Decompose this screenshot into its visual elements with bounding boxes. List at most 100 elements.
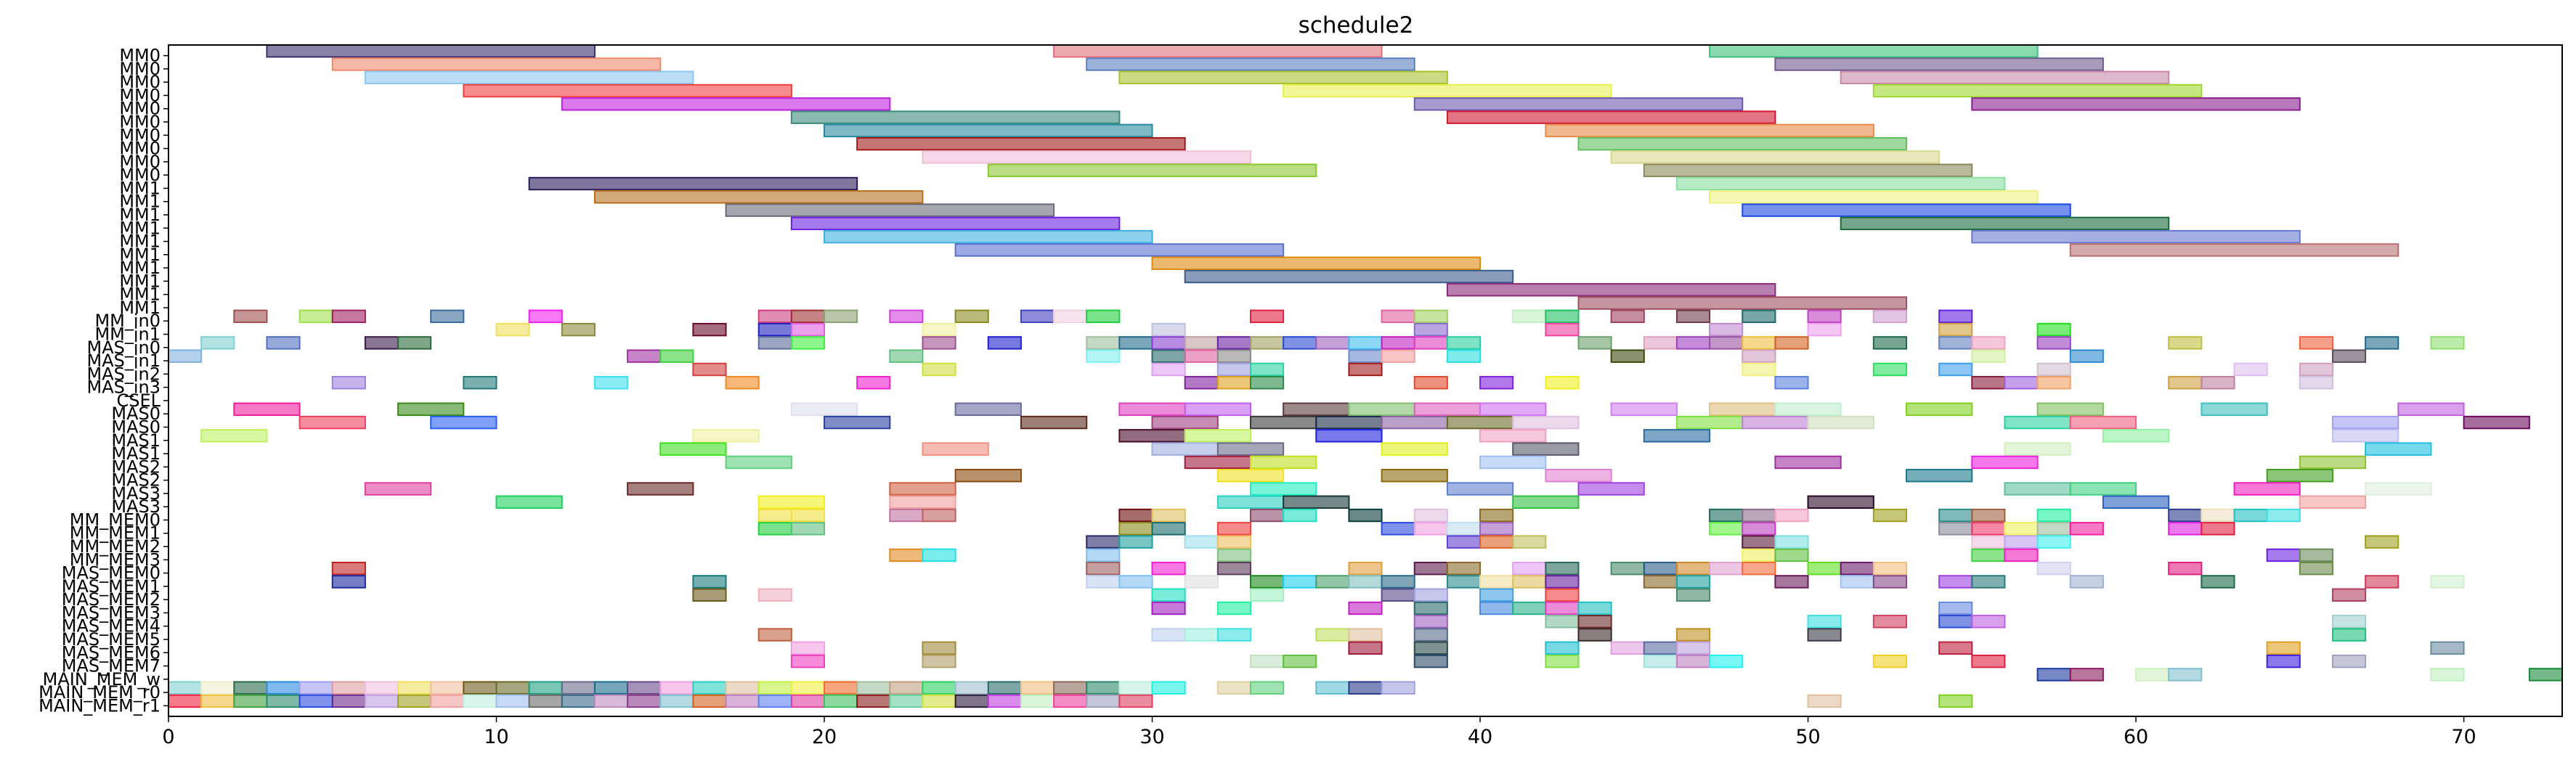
schedule-bar (889, 349, 924, 363)
schedule-bar (1249, 681, 1285, 695)
schedule-bar (1118, 535, 1153, 549)
schedule-bar (2201, 522, 2235, 536)
y-tick-label: MAS0 (111, 404, 161, 424)
y-tick-label: MM_in1 (94, 324, 161, 345)
schedule-bar (1086, 309, 1121, 324)
schedule-bar (200, 694, 235, 708)
schedule-bar (1216, 681, 1251, 695)
schedule-bar (1742, 309, 1776, 324)
schedule-bar (1709, 402, 1776, 417)
schedule-bar (397, 681, 432, 695)
schedule-bar (495, 495, 563, 509)
schedule-bar (1840, 575, 1874, 589)
schedule-bar (856, 136, 1186, 151)
schedule-bar (725, 455, 792, 470)
schedule-bar (2036, 336, 2071, 350)
schedule-bar (1216, 362, 1251, 377)
y-tick-label: MM0 (119, 46, 161, 66)
schedule-bar (1348, 508, 1383, 523)
schedule-bar (1086, 575, 1121, 589)
schedule-bar (1774, 455, 1842, 470)
schedule-bar (1283, 575, 1317, 589)
schedule-bar (1709, 44, 2039, 58)
schedule-bar (1643, 654, 1678, 668)
schedule-bar (1348, 641, 1383, 655)
schedule-bar (2004, 548, 2039, 562)
schedule-bar (1643, 561, 1678, 576)
schedule-bar (1413, 615, 1448, 629)
schedule-bar (1151, 322, 1186, 337)
schedule-bar (1610, 641, 1645, 655)
schedule-bar (856, 376, 891, 390)
schedule-bar (1840, 216, 2170, 231)
schedule-bar (1184, 336, 1219, 350)
schedule-bar (1807, 322, 1842, 337)
schedule-bar (856, 681, 891, 695)
schedule-bar (790, 309, 826, 324)
schedule-bar (1807, 561, 1842, 576)
schedule-bar (1381, 681, 1415, 695)
schedule-bar (1053, 681, 1088, 695)
schedule-bar (954, 681, 989, 695)
x-tick-label: 60 (2124, 726, 2148, 748)
schedule-bar (692, 575, 727, 589)
schedule-bar (1118, 336, 1153, 350)
schedule-bar (1545, 601, 1580, 615)
schedule-bar (1545, 575, 1580, 589)
schedule-bar (627, 681, 662, 695)
schedule-bar (1086, 336, 1121, 350)
y-tick-label: MAS_in0 (86, 338, 161, 358)
schedule-bar (1184, 535, 1219, 549)
schedule-bar (790, 336, 826, 350)
schedule-bar (790, 322, 826, 337)
schedule-bar (1774, 575, 1809, 589)
schedule-bar (824, 123, 1153, 138)
y-tick-label: MAS1 (111, 430, 161, 451)
schedule-bar (1413, 561, 1448, 576)
schedule-bar (1315, 429, 1383, 443)
schedule-bar (1807, 628, 1842, 642)
y-tick-label: MAS_MEM6 (62, 642, 161, 663)
schedule-bar (1413, 588, 1448, 602)
schedule-bar (1938, 522, 1973, 536)
schedule-bar (2135, 668, 2170, 682)
schedule-bar (430, 681, 465, 695)
schedule-bar (2331, 429, 2400, 443)
schedule-bar (1938, 641, 1973, 655)
schedule-bar (1381, 336, 1415, 350)
schedule-bar (1774, 336, 1809, 350)
schedule-bar (1840, 561, 1874, 576)
y-tick-label: MM0 (119, 99, 161, 119)
schedule-bar (725, 694, 760, 708)
y-tick-label: MAIN_MEM_r0 (38, 682, 161, 703)
schedule-bar (1872, 654, 1907, 668)
schedule-bar (954, 694, 989, 708)
schedule-bar (528, 681, 563, 695)
schedule-bar (1118, 694, 1153, 708)
schedule-bar (1971, 229, 2301, 244)
schedule-bar (1742, 362, 1776, 377)
y-tick-label: MM0 (119, 152, 161, 172)
schedule-bar (200, 336, 235, 350)
schedule-bar (1348, 575, 1383, 589)
schedule-bar (1675, 309, 1711, 324)
y-tick-label: MM_MEM1 (70, 523, 161, 544)
schedule-bar (331, 561, 366, 576)
schedule-bar (298, 415, 366, 430)
schedule-bar (790, 402, 858, 417)
schedule-bar (2168, 336, 2203, 350)
schedule-bar (1675, 176, 2006, 191)
schedule-bar (1675, 561, 1711, 576)
schedule-bar (1479, 601, 1514, 615)
schedule-bar (1446, 561, 1482, 576)
schedule-bar (2069, 415, 2137, 430)
schedule-bar (1872, 309, 1907, 324)
schedule-bar (528, 176, 858, 191)
schedule-bar (1381, 468, 1448, 483)
y-tick-label: MAS1 (111, 443, 161, 464)
schedule-bar (2069, 482, 2137, 496)
y-tick-label: MAIN_MEM_w (43, 669, 161, 690)
schedule-bar (790, 694, 826, 708)
schedule-bar (1807, 309, 1842, 324)
schedule-bar (364, 694, 399, 708)
